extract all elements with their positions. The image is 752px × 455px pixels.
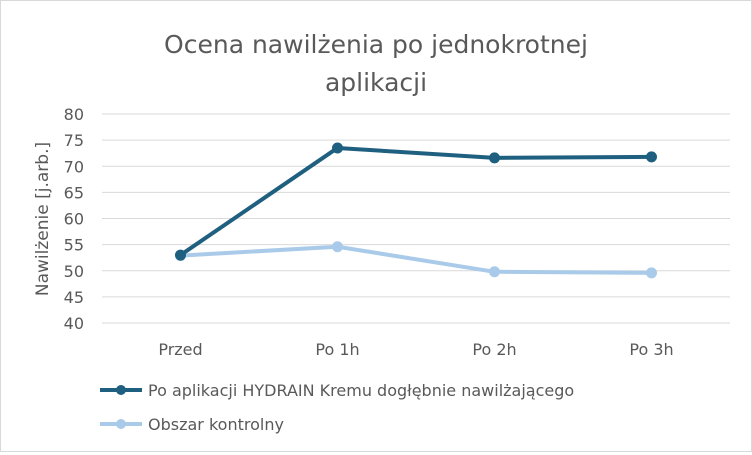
series-1 xyxy=(175,142,657,261)
x-tick-label: Przed xyxy=(158,340,202,359)
chart-title-line-1: Ocena nawilżenia po jednokrotnej xyxy=(164,30,588,59)
series-lines xyxy=(175,142,657,279)
y-tick-label: 45 xyxy=(64,288,84,307)
y-tick-label: 60 xyxy=(64,210,84,229)
x-tick-label: Po 1h xyxy=(315,340,359,359)
data-point xyxy=(646,151,657,163)
y-tick-label: 50 xyxy=(64,262,84,281)
y-axis-title: Nawilżenie [j.arb.] xyxy=(33,142,53,296)
legend-marker xyxy=(116,385,126,395)
series-2 xyxy=(175,241,657,279)
legend-marker xyxy=(116,419,126,429)
y-tick-label: 75 xyxy=(64,131,84,150)
legend-item-2: Obszar kontrolny xyxy=(100,415,284,434)
data-point xyxy=(175,249,186,261)
legend-label: Obszar kontrolny xyxy=(148,415,284,434)
legend: Po aplikacji HYDRAIN Kremu dogłębnie naw… xyxy=(100,381,574,434)
series-line xyxy=(178,244,654,275)
x-tick-label: Po 2h xyxy=(472,340,516,359)
x-axis-ticks: Przed Po 1h Po 2h Po 3h xyxy=(158,340,673,359)
chart-title-line-2: aplikacji xyxy=(325,68,427,97)
y-tick-label: 70 xyxy=(64,157,84,176)
legend-label: Po aplikacji HYDRAIN Kremu dogłębnie naw… xyxy=(148,381,574,400)
y-axis-ticks: 40 45 50 55 60 65 70 75 80 xyxy=(64,105,84,333)
y-tick-label: 65 xyxy=(64,183,84,202)
legend-item-1: Po aplikacji HYDRAIN Kremu dogłębnie naw… xyxy=(100,381,574,400)
x-tick-label: Po 3h xyxy=(629,340,673,359)
data-point xyxy=(332,142,343,154)
series-line xyxy=(178,145,654,258)
y-tick-label: 40 xyxy=(64,314,84,333)
data-point xyxy=(489,152,500,164)
y-tick-label: 80 xyxy=(64,105,84,124)
data-point xyxy=(332,241,343,253)
y-tick-label: 55 xyxy=(64,236,84,255)
data-point xyxy=(489,266,500,278)
data-point xyxy=(646,267,657,279)
gridlines xyxy=(102,113,730,324)
